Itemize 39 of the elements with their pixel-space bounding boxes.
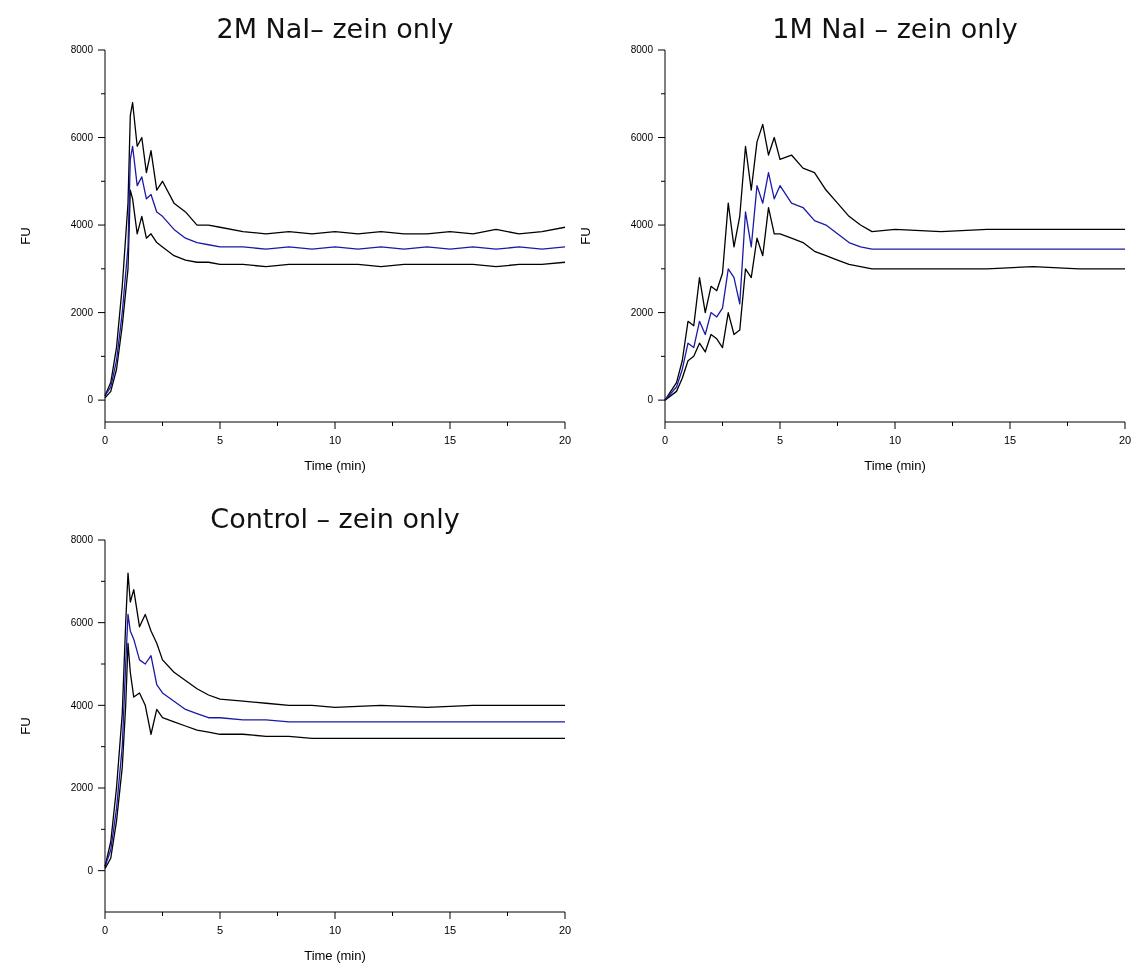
y-tick-label: 6000 [70, 616, 94, 628]
y-axis-title: FU [578, 227, 593, 245]
x-tick-label: 0 [101, 924, 109, 936]
x-tick-label: 10 [328, 434, 342, 446]
x-tick-label: 20 [1118, 434, 1132, 446]
y-tick-label: 8000 [70, 44, 94, 56]
x-axis-title: Time (min) [304, 458, 366, 473]
y-tick-label: 0 [647, 394, 654, 406]
y-tick-label: 8000 [70, 534, 94, 546]
y-tick-label: 2000 [630, 306, 654, 318]
x-tick-label: 10 [328, 924, 342, 936]
y-tick-label: 0 [87, 864, 94, 876]
x-tick-label: 10 [888, 434, 902, 446]
y-tick-label: 0 [87, 394, 94, 406]
x-tick-label: 5 [776, 434, 784, 446]
y-tick-label: 2000 [70, 306, 94, 318]
chart-title: Control – zein only [210, 503, 460, 534]
y-tick-label: 4000 [630, 219, 654, 231]
chart-title: 2M NaI– zein only [216, 13, 454, 44]
x-tick-label: 0 [661, 434, 669, 446]
y-tick-label: 6000 [70, 131, 94, 143]
y-tick-label: 8000 [630, 44, 654, 56]
y-tick-label: 6000 [630, 131, 654, 143]
y-tick-label: 4000 [70, 699, 94, 711]
x-tick-label: 20 [558, 434, 572, 446]
y-axis-title: FU [18, 717, 33, 735]
x-tick-label: 5 [216, 924, 224, 936]
x-tick-label: 20 [558, 924, 572, 936]
y-axis-title: FU [18, 227, 33, 245]
x-tick-label: 0 [101, 434, 109, 446]
x-tick-label: 15 [1003, 434, 1017, 446]
y-tick-label: 4000 [70, 219, 94, 231]
x-axis-title: Time (min) [304, 948, 366, 963]
y-tick-label: 2000 [70, 782, 94, 794]
x-tick-label: 15 [443, 924, 457, 936]
x-tick-label: 5 [216, 434, 224, 446]
chart-title: 1M NaI – zein only [772, 13, 1018, 44]
x-tick-label: 15 [443, 434, 457, 446]
x-axis-title: Time (min) [864, 458, 926, 473]
